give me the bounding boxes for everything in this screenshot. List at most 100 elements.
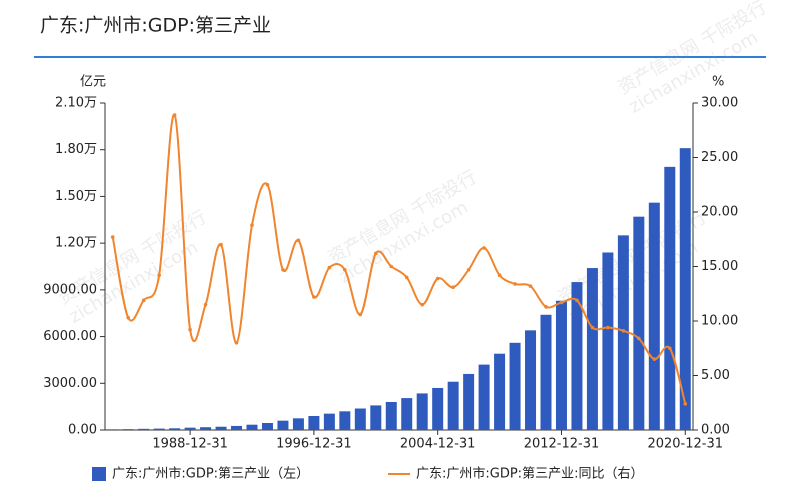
y-tick-label: 3000.00 bbox=[43, 376, 97, 391]
x-tick-label: 2012-12-31 bbox=[524, 437, 600, 452]
bar bbox=[308, 415, 320, 430]
y-tick-label: 1.20万 bbox=[55, 236, 97, 251]
line-point bbox=[513, 282, 517, 286]
line-point bbox=[358, 312, 363, 317]
line-point bbox=[606, 325, 610, 330]
line-point bbox=[621, 329, 626, 333]
bar bbox=[664, 166, 676, 431]
bar bbox=[494, 353, 506, 430]
line-point bbox=[482, 246, 486, 250]
bar bbox=[586, 268, 598, 430]
bar bbox=[323, 413, 335, 430]
bar bbox=[339, 411, 351, 430]
line-point bbox=[575, 298, 579, 303]
line-point bbox=[126, 315, 131, 320]
line-point bbox=[327, 265, 332, 270]
line-point bbox=[203, 302, 208, 307]
bar bbox=[246, 424, 258, 430]
y2-tick-label: 0.00 bbox=[701, 423, 730, 438]
line-point bbox=[451, 285, 455, 290]
bar bbox=[292, 418, 304, 430]
y2-tick-label: 25.00 bbox=[701, 150, 738, 165]
line-point bbox=[141, 298, 146, 303]
x-tick-label: 2004-12-31 bbox=[400, 437, 476, 452]
bar bbox=[401, 398, 413, 430]
line-point bbox=[420, 302, 425, 307]
line-point bbox=[110, 235, 115, 239]
line-point bbox=[389, 264, 394, 269]
bar bbox=[231, 425, 243, 430]
line-point bbox=[404, 275, 409, 280]
bar bbox=[432, 387, 444, 430]
legend-swatch bbox=[92, 467, 106, 481]
y2-tick-label: 15.00 bbox=[701, 259, 738, 274]
bar bbox=[679, 148, 691, 430]
bar bbox=[277, 420, 289, 430]
y2-unit: % bbox=[712, 75, 724, 90]
line-point bbox=[234, 341, 239, 345]
line-point bbox=[497, 273, 502, 278]
line bbox=[111, 113, 687, 405]
y-unit: 亿元 bbox=[80, 75, 106, 90]
y2-tick-label: 5.00 bbox=[701, 368, 730, 383]
line-point bbox=[343, 267, 347, 272]
chart-title: 广东:广州市:GDP:第三产业 bbox=[40, 15, 271, 37]
x-tick-label: 1988-12-31 bbox=[152, 437, 228, 452]
bar bbox=[200, 427, 212, 430]
bar bbox=[555, 300, 567, 430]
line-point bbox=[528, 284, 533, 288]
x-tick-label: 2020-12-31 bbox=[647, 437, 723, 452]
y2-tick-label: 30.00 bbox=[701, 96, 738, 111]
bar bbox=[169, 428, 181, 430]
line-point bbox=[435, 276, 440, 281]
y-tick-label: 6000.00 bbox=[43, 329, 97, 344]
line-point bbox=[667, 346, 672, 351]
y2-tick-label: 20.00 bbox=[701, 205, 738, 220]
bar bbox=[602, 252, 614, 430]
bar bbox=[370, 405, 382, 430]
line-point bbox=[466, 267, 471, 272]
bar bbox=[509, 342, 521, 430]
bar bbox=[184, 427, 196, 430]
bar bbox=[447, 381, 459, 430]
bar bbox=[617, 235, 629, 430]
y-tick-label: 9000.00 bbox=[43, 282, 97, 297]
bar bbox=[261, 422, 273, 430]
y-tick-label: 1.80万 bbox=[55, 142, 97, 157]
line-point bbox=[544, 305, 548, 309]
bar bbox=[525, 330, 537, 430]
line-point bbox=[250, 223, 254, 227]
line-point bbox=[590, 325, 595, 330]
bar bbox=[138, 428, 150, 430]
line-point bbox=[281, 267, 285, 272]
y-tick-label: 1.50万 bbox=[55, 189, 97, 204]
line-point bbox=[312, 295, 316, 299]
line-point bbox=[188, 327, 192, 332]
bar bbox=[571, 282, 583, 430]
legend-label: 广东:广州市:GDP:第三产业:同比（右） bbox=[416, 466, 643, 482]
line-point bbox=[637, 336, 641, 341]
bar bbox=[385, 401, 397, 430]
x-tick-label: 1996-12-31 bbox=[276, 437, 352, 452]
bar bbox=[463, 373, 475, 430]
line-point bbox=[559, 300, 564, 305]
line-point bbox=[172, 113, 177, 117]
bar bbox=[416, 393, 428, 430]
line-point bbox=[652, 357, 657, 361]
line-point bbox=[219, 242, 223, 247]
y-tick-label: 0.00 bbox=[68, 423, 97, 438]
bar bbox=[122, 429, 134, 430]
bar bbox=[153, 428, 165, 430]
line-point bbox=[683, 402, 688, 406]
legend-label: 广东:广州市:GDP:第三产业（左） bbox=[112, 466, 309, 482]
bar bbox=[648, 202, 660, 430]
bar bbox=[215, 426, 227, 430]
line-point bbox=[373, 251, 378, 256]
bar bbox=[107, 429, 119, 430]
y-tick-label: 2.10万 bbox=[55, 96, 97, 111]
y2-tick-label: 10.00 bbox=[701, 314, 738, 329]
bar bbox=[478, 364, 490, 430]
bar bbox=[633, 216, 645, 430]
line-point bbox=[265, 182, 270, 187]
